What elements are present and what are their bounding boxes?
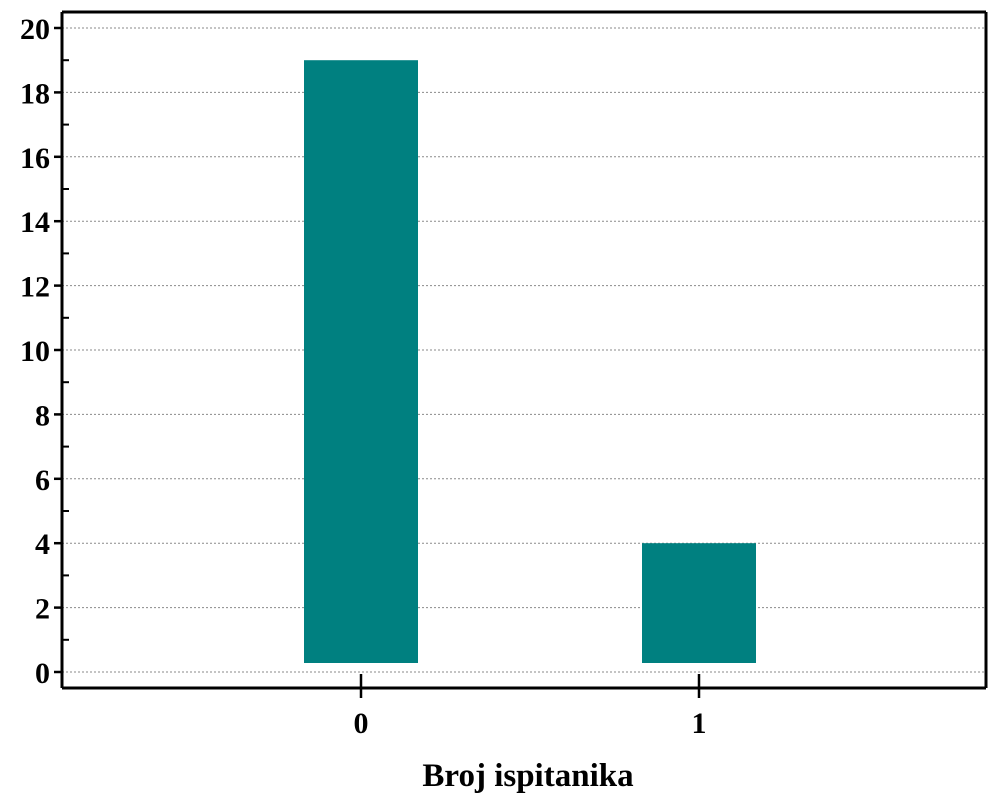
y-tick-label: 12 [20, 271, 50, 304]
y-tick-label: 2 [35, 593, 50, 626]
y-tick-label: 20 [20, 13, 50, 46]
x-axis-title: Broj ispitanika [422, 758, 633, 794]
bars [304, 60, 756, 663]
x-tick-label: 0 [354, 707, 369, 740]
y-tick-label: 8 [35, 399, 50, 432]
bar [642, 543, 756, 663]
y-tick-label: 0 [35, 657, 50, 690]
x-tick-label: 1 [692, 707, 707, 740]
y-tick-label: 10 [20, 335, 50, 368]
tick-labels: 0 2 4 6 8 10 12 14 16 18 20 0 1 [20, 13, 707, 740]
y-tick-label: 6 [35, 464, 50, 497]
y-tick-label: 18 [20, 77, 50, 110]
y-tick-label: 16 [20, 142, 50, 175]
bar [304, 60, 418, 663]
axes [54, 10, 988, 698]
y-tick-label: 4 [35, 528, 50, 561]
y-tick-label: 14 [20, 206, 50, 239]
gridlines [62, 27, 986, 673]
